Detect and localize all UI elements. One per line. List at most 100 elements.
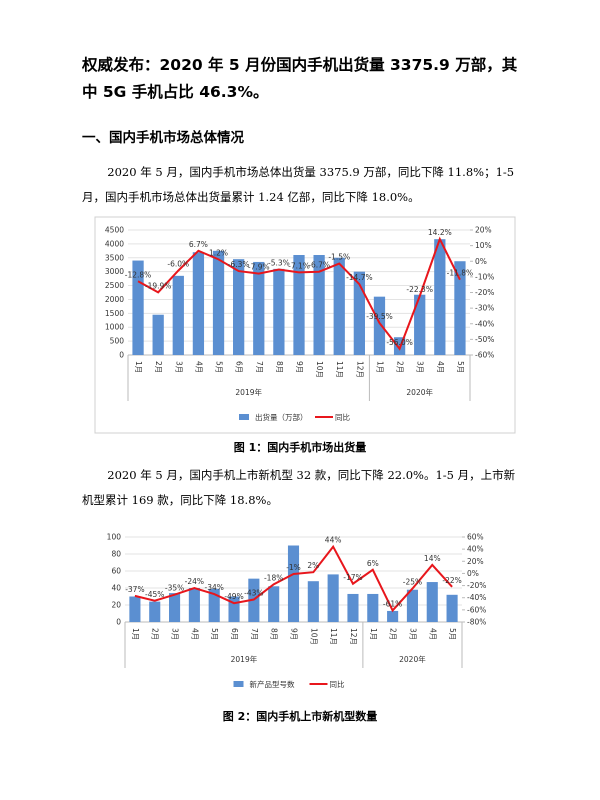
data-label: -61% [383,599,402,608]
data-label: 6.7% [189,240,208,249]
bar [228,596,240,622]
data-label: -1.5% [328,253,350,262]
data-label: -5.3% [268,259,290,268]
x-tick-label: 5月 [448,628,457,640]
legend-label: 新产品型号数 [250,679,295,689]
y-tick-label: 2000 [105,295,124,304]
x-tick-label: 5月 [210,628,219,640]
bar [406,589,418,622]
x-tick-label: 2月 [154,361,163,373]
line [134,544,453,613]
y2-tick-label: 20% [475,226,492,235]
y2-tick-label: 0% [467,569,479,578]
group-label: 2019年 [235,387,262,397]
x-tick-label: 1月 [369,628,378,640]
data-label: 1.2% [209,248,228,257]
bar [353,271,365,355]
y2-tick-label: -20% [475,288,494,297]
data-label: -35% [165,584,184,593]
x-tick-label: 3月 [416,361,425,373]
bar [149,601,161,622]
x-tick-label: 11月 [335,361,344,378]
y-tick-label: 100 [107,533,122,542]
y-tick-label: 3000 [105,267,124,276]
legend-label: 出货量（万部） [255,412,308,422]
bar [313,255,325,355]
chart-frame [94,216,516,434]
x-tick-label: 6月 [230,628,239,640]
bar [273,268,285,355]
x-tick-label: 11月 [329,628,338,645]
line [137,236,461,351]
bar [387,610,399,622]
y-tick-label: 60 [111,567,121,576]
y2-tick-label: -30% [475,304,494,313]
x-tick-label: 4月 [190,628,199,640]
x-tick-label: 6月 [235,361,244,373]
x-tick-label: 1月 [375,361,384,373]
x-tick-label: 5月 [456,361,465,373]
data-label: -18% [264,573,283,582]
x-tick-label: 9月 [295,361,304,373]
bar [293,255,305,355]
bar [192,252,205,355]
bar [172,275,184,355]
y2-tick-label: -80% [467,618,486,627]
bar [268,586,280,622]
x-tick-label: 3月 [408,628,417,640]
bar [287,545,300,622]
group-label: 2019年 [231,654,258,664]
data-label: -22.3% [406,285,433,294]
y-tick-label: 500 [110,337,125,346]
bar [333,257,345,355]
x-tick-label: 12月 [355,361,364,378]
y-tick-label: 20 [111,601,121,610]
x-tick-label: 8月 [275,361,284,373]
y-tick-label: 2500 [105,281,124,290]
x-tick-label: 7月 [250,628,259,640]
data-label: -25% [403,578,422,587]
bar [169,593,181,622]
bar [347,593,359,622]
y-tick-label: 0 [116,618,121,627]
y2-tick-label: -40% [467,593,486,602]
y2-tick-label: -50% [475,335,494,344]
y2-tick-label: -20% [467,581,486,590]
x-tick-label: 2月 [396,361,405,373]
data-label: -14.7% [346,273,373,282]
y-tick-label: 0 [119,351,124,360]
x-tick-label: 10月 [309,628,318,645]
y2-tick-label: 10% [475,241,492,250]
x-tick-label: 1月 [134,361,143,373]
chart: 0 20 40 60 80 100 -80% -60% -40% -20% 0% 20% 40% 60% 1… [107,533,487,690]
x-tick-label: 5月 [215,361,224,373]
data-label: -19.9% [145,281,172,290]
x-tick-label: 1月 [131,628,140,640]
data-label: -45% [145,590,164,599]
y-tick-label: 4000 [105,239,124,248]
data-label: -56.0% [386,338,413,347]
bar [367,593,379,622]
bar [454,261,466,355]
bar [132,260,144,355]
x-tick-label: 3月 [174,361,183,373]
bar [208,588,220,622]
chart: 0 500 1000 1500 2000 2500 3000 3500 4000 4500 -60%… [94,216,516,434]
data-label: -6.0% [167,260,189,269]
y2-tick-label: -60% [475,351,494,360]
data-label: -39.5% [366,312,393,321]
bar [152,314,164,355]
data-label: -43% [244,589,263,598]
bar [212,250,225,355]
y-tick-label: 3500 [105,253,124,262]
group-label: 2020年 [406,387,433,397]
bar [414,294,426,355]
bar [373,296,386,355]
data-label: 6% [367,559,379,568]
legend-swatch [239,414,249,420]
x-tick-label: 2月 [389,628,398,640]
data-label: 44% [325,536,342,545]
figure-caption: 图 2：国内手机上市新机型数量 [222,710,378,723]
y-tick-label: 1500 [105,309,124,318]
